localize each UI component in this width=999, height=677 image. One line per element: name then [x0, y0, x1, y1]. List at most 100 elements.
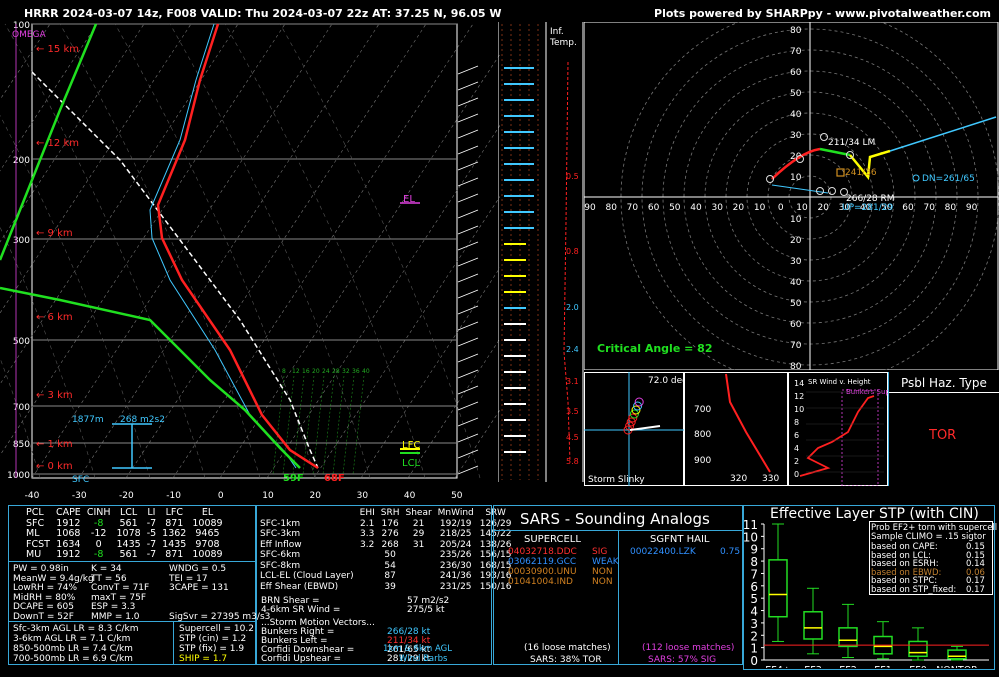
- mixing-ratio-label: 32: [342, 368, 350, 375]
- table-cell: 1068: [56, 528, 81, 539]
- lfc-label: LFC: [402, 440, 420, 451]
- isotherm-line: [454, 409, 500, 479]
- table-cell: 9465: [195, 528, 220, 539]
- mixing-ratio-line: [272, 375, 285, 475]
- table-cell: 150/16: [479, 581, 512, 592]
- temp-tick-label: -40: [25, 491, 40, 501]
- hodo-mean-marker: [836, 168, 845, 177]
- table-cell: 1078: [116, 528, 141, 539]
- height-label: ← 3 km: [36, 390, 73, 401]
- mixing-ratio-line: [352, 375, 365, 475]
- wind-barb: [457, 305, 479, 315]
- table-cell: 3.2: [360, 539, 375, 550]
- prob-row-value: 0.17: [966, 584, 985, 595]
- table-cell: MnWind: [437, 508, 474, 518]
- storm-vector-label: Bunkers Left =: [261, 636, 328, 646]
- hodo-ring-label: 80: [790, 26, 802, 36]
- srwind-y-tick: 0: [794, 470, 799, 479]
- height-label: ← 15 km: [36, 44, 79, 55]
- temp-tick-label: 20: [309, 491, 321, 501]
- dry-adiabat: [59, 23, 261, 479]
- hodo-frame: [584, 22, 999, 370]
- wind-barb: [457, 209, 479, 219]
- table-cell: 50: [384, 550, 396, 560]
- table-cell: [357, 550, 378, 561]
- mixing-ratio-label: 24: [322, 368, 330, 375]
- index-value: WNDG = 0.5: [169, 564, 227, 574]
- wind-barb: [457, 449, 479, 459]
- index-value: MMP = 1.0: [91, 611, 140, 622]
- isotherm-line: [266, 124, 500, 479]
- hodo-axis-label: 70: [923, 203, 935, 213]
- stp-box: [908, 640, 928, 658]
- index-value: TT = 56: [91, 573, 127, 584]
- wind-barb: [457, 225, 479, 235]
- table-cell: -8: [93, 549, 104, 560]
- el-label: EL: [403, 194, 415, 205]
- table-cell: 29: [412, 529, 425, 539]
- hodo-height-marker: [766, 175, 774, 183]
- hodo-height-marker: [796, 155, 804, 163]
- theta-frame: [684, 372, 788, 486]
- parcel-trace: [31, 71, 319, 469]
- table-cell: 193/16: [479, 571, 512, 581]
- table-cell: 10089: [192, 549, 223, 560]
- isotherm-line: [360, 267, 500, 479]
- inflow-temp-profile: [563, 61, 571, 463]
- slinky-ring: [634, 397, 644, 407]
- dry-adiabat: [279, 23, 481, 479]
- wind-barb: [457, 353, 479, 363]
- isotherm-line: [78, 23, 380, 479]
- height-label: ← 1 km: [36, 439, 73, 450]
- sr-wind-46-value: 275/5 kt: [407, 605, 445, 615]
- critical-angle-label: Critical Angle = 82: [597, 342, 712, 355]
- table-header-row: PCL CAPE CINH LCL LI LFC EL: [23, 507, 226, 519]
- srwind-y-tick: 4: [794, 444, 799, 453]
- hodo-ring-label: 20: [790, 236, 802, 246]
- stp-box: [947, 649, 967, 660]
- supercell-summary: SARS: 38% TOR: [530, 655, 602, 665]
- stp-y-tick: 3: [750, 617, 758, 631]
- table-row: SFC-3km 3.3 276 29 218/25 145/22: [257, 529, 514, 540]
- table-cell: ML: [26, 528, 40, 539]
- table-cell: [357, 571, 378, 582]
- storm-vector-label: Corfidi Upshear =: [261, 654, 342, 664]
- table-row: FCST 1634 0 1435 -7 1435 9708: [23, 538, 226, 551]
- hodo-axis-label: 60: [648, 203, 660, 213]
- hodo-ring-label: 10: [790, 173, 802, 183]
- slinky-angle: 72.0 deg: [648, 376, 684, 386]
- slinky-label: Storm Slinky: [588, 475, 645, 485]
- table-cell: 871: [165, 549, 184, 560]
- kinematic-panel: EHI SRH Shear MnWind SRW SFC-1km 2.1 176 21 192/1…: [256, 505, 511, 665]
- wind-barb: [457, 273, 479, 283]
- hodo-axis-label: 70: [627, 203, 639, 213]
- table-cell: 54: [384, 560, 396, 571]
- wetbulb-trace: [149, 23, 297, 469]
- storm-vector-value: 261/65 kt: [387, 645, 431, 655]
- sars-panel: SARS - Sounding Analogs SUPERCELL SGFNT …: [493, 505, 743, 665]
- table-cell: [403, 582, 435, 593]
- hodo-trace-low: [771, 147, 821, 180]
- hodo-axis-label: 60: [902, 203, 914, 213]
- slinky-ring: [633, 401, 643, 411]
- table-cell: FCST: [26, 538, 50, 550]
- table-cell: SFC-8km: [260, 560, 301, 571]
- sfc-label: SFC: [72, 475, 89, 485]
- wind-barb: [457, 177, 479, 187]
- pressure-tick-label: 850: [13, 440, 30, 450]
- srwind-frame: [788, 372, 888, 486]
- lapse-rate-value: 700-500mb LR = 6.9 C/km: [13, 654, 133, 664]
- theta-x-tick: 320: [730, 474, 747, 484]
- index-value: DCAPE = 605: [13, 602, 74, 612]
- hodo-ring-label: 60: [790, 68, 802, 78]
- mixing-ratio-label: 36: [352, 368, 360, 375]
- theta-y-tick: 700: [694, 405, 711, 415]
- table-cell: LFC: [165, 507, 183, 518]
- table-row: MU 1912 -8 561 -7 871 10089: [23, 549, 226, 561]
- eff-layer-srh: 268 m2s2: [120, 415, 165, 425]
- table-cell: 218/25: [439, 529, 472, 539]
- table-cell: 241/36: [439, 571, 472, 581]
- mixing-ratio-line: [342, 375, 355, 475]
- hodo-axis-label: 50: [881, 203, 893, 213]
- table-cell: SFC-1km: [260, 518, 301, 529]
